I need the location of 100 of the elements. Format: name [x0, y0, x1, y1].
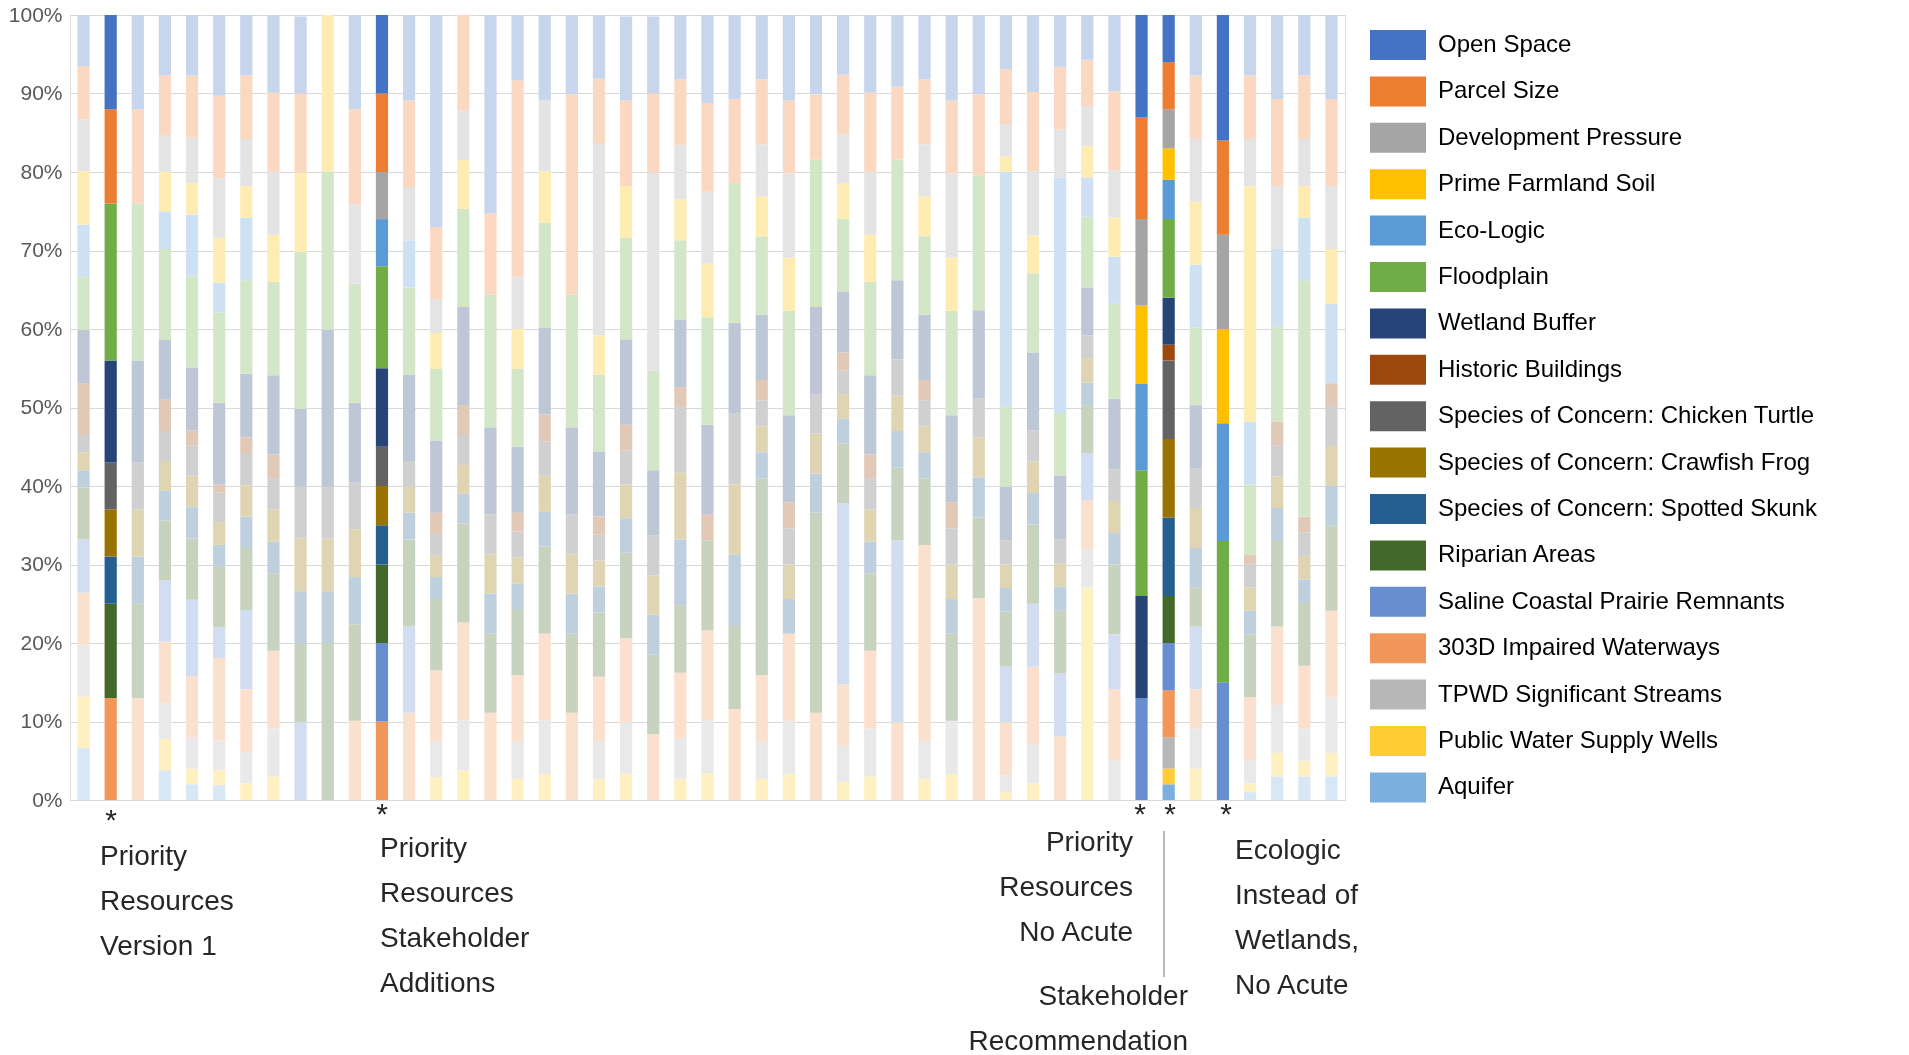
bar [837, 291, 850, 353]
y-tick-label: 10% [20, 709, 63, 732]
bar [565, 514, 578, 555]
bar [1026, 352, 1040, 431]
bar [104, 15, 117, 110]
bar [782, 310, 795, 416]
bar [213, 178, 226, 238]
bar [1325, 486, 1338, 526]
bar [782, 774, 795, 800]
bar [972, 437, 985, 478]
bar [1271, 15, 1284, 99]
bar [1189, 507, 1202, 549]
bar [294, 643, 307, 723]
bar [1162, 690, 1175, 738]
bar [1162, 15, 1175, 63]
bar [158, 490, 172, 521]
bar [213, 740, 226, 771]
bar [158, 172, 172, 212]
bar [620, 186, 633, 238]
bar [240, 610, 253, 690]
bar [158, 738, 172, 771]
bar [1135, 15, 1148, 118]
bar [809, 307, 823, 395]
bar [782, 564, 795, 600]
bar [864, 454, 877, 479]
bar [728, 98, 741, 183]
bar [104, 509, 117, 557]
bar [755, 478, 768, 676]
bar [1108, 500, 1121, 534]
bar [185, 784, 199, 800]
bar [1298, 516, 1311, 533]
bar [755, 314, 768, 381]
bar [1108, 303, 1121, 399]
bar [1054, 736, 1067, 800]
bar [213, 95, 226, 179]
bar [592, 741, 606, 779]
bar [1271, 776, 1284, 800]
bar [1054, 15, 1067, 67]
bar [1026, 461, 1040, 494]
bar [1189, 626, 1202, 690]
bar [1054, 610, 1067, 674]
bar [918, 236, 931, 315]
bar [891, 280, 904, 360]
bar [402, 240, 416, 288]
bar [240, 373, 253, 438]
bar [837, 370, 850, 395]
bar [267, 454, 280, 479]
bar [131, 15, 144, 110]
bar [457, 307, 470, 406]
bar [728, 484, 741, 555]
annotation: * [376, 797, 389, 830]
bar [240, 548, 253, 611]
bar [1271, 540, 1284, 627]
bar [782, 599, 795, 634]
bar [321, 643, 334, 800]
bar [1216, 15, 1230, 141]
legend-label: Parcel Size [1438, 76, 1560, 104]
bar [348, 109, 361, 205]
bar [592, 586, 606, 613]
bar [945, 15, 958, 101]
bar [565, 554, 578, 594]
bar [1135, 595, 1148, 698]
bar [565, 633, 578, 713]
bar [511, 512, 524, 532]
bar [213, 402, 226, 485]
bar [809, 94, 823, 160]
bar [294, 538, 307, 592]
bar [1325, 697, 1338, 753]
bar [918, 778, 931, 800]
bar [267, 281, 280, 376]
bar [77, 329, 90, 384]
bar [538, 100, 551, 172]
bar [77, 15, 90, 67]
bar [1135, 383, 1148, 471]
bar [755, 79, 768, 145]
y-tick-label: 100% [8, 2, 63, 26]
legend-label: TPWD Significant Streams [1438, 679, 1723, 707]
bar [701, 424, 714, 515]
bar [1243, 587, 1257, 611]
bar [592, 560, 606, 587]
bar [809, 433, 823, 474]
bar [1108, 398, 1121, 470]
bar [77, 696, 90, 749]
bar [1216, 682, 1230, 800]
bar [213, 785, 226, 800]
bar [430, 577, 443, 600]
bar [538, 171, 551, 224]
bar [104, 603, 117, 698]
bar [1189, 15, 1202, 76]
bar [1298, 555, 1311, 580]
bar [918, 15, 931, 80]
bar [267, 541, 280, 574]
bar [240, 689, 253, 753]
y-tick-label: 0% [32, 787, 63, 811]
bar [755, 741, 768, 779]
bar [945, 310, 958, 416]
bar [538, 15, 551, 101]
bar [891, 15, 904, 87]
bar [674, 472, 687, 540]
bar [1081, 405, 1094, 454]
